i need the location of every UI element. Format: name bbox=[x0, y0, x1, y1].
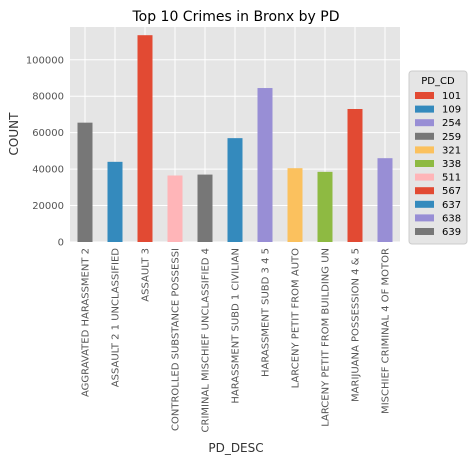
legend-title: PD_CD bbox=[421, 76, 455, 87]
legend-swatch bbox=[415, 160, 434, 167]
bar bbox=[197, 174, 213, 242]
bar bbox=[287, 168, 303, 242]
x-tick-label: ASSAULT 2 1 UNCLASSIFIED bbox=[111, 248, 122, 388]
legend-label: 638 bbox=[442, 213, 461, 224]
x-tick-label: AGGRAVATED HARASSMENT 2 bbox=[81, 248, 92, 397]
legend-label: 637 bbox=[442, 200, 461, 211]
legend-swatch bbox=[415, 228, 434, 235]
legend: PD_CD 101 109 254 259 321 338 511 567 637 638 639 bbox=[408, 70, 468, 245]
y-tick-label: 20000 bbox=[32, 201, 64, 212]
legend-label: 254 bbox=[442, 118, 461, 129]
legend-swatch bbox=[415, 187, 434, 195]
legend-swatch bbox=[415, 92, 434, 99]
bar bbox=[107, 161, 123, 242]
bar bbox=[167, 175, 183, 242]
legend-swatch bbox=[415, 214, 434, 222]
bar bbox=[377, 158, 393, 242]
y-axis-label: COUNT bbox=[7, 112, 21, 156]
chart-title: Top 10 Crimes in Bronx by PD bbox=[131, 9, 339, 25]
x-tick-label: ASSAULT 3 bbox=[141, 248, 152, 302]
x-tick-label: CONTROLLED SUBSTANCE POSSESSI bbox=[171, 248, 182, 431]
x-axis-ticks: AGGRAVATED HARASSMENT 2 ASSAULT 2 1 UNCLA… bbox=[81, 248, 392, 433]
bar bbox=[257, 88, 273, 242]
legend-items: 101 109 254 259 321 338 511 567 637 638 639 bbox=[415, 91, 461, 238]
x-tick-label: LARCENY PETIT FROM AUTO bbox=[291, 248, 302, 389]
legend-box bbox=[408, 70, 468, 245]
legend-swatch bbox=[415, 200, 434, 208]
legend-label: 109 bbox=[442, 105, 461, 116]
bars bbox=[77, 35, 393, 243]
legend-label: 639 bbox=[442, 227, 461, 238]
x-tick-label: MARIJUANA POSSESSION 4 & 5 bbox=[351, 248, 362, 402]
x-tick-label: LARCENY PETIT FROM BUILDING UN bbox=[321, 248, 332, 427]
x-tick-label: MISCHIEF CRIMINAL 4 OF MOTOR bbox=[381, 248, 392, 414]
x-axis-label: PD_DESC bbox=[208, 441, 263, 455]
bar bbox=[227, 138, 243, 242]
legend-label: 338 bbox=[442, 159, 461, 170]
x-tick-label: HARASSMENT SUBD 1 CIVILIAN bbox=[231, 248, 242, 404]
bar bbox=[77, 122, 93, 242]
bar bbox=[347, 108, 363, 243]
legend-label: 101 bbox=[442, 91, 461, 102]
bar bbox=[317, 171, 333, 242]
bar bbox=[137, 35, 153, 242]
y-tick-label: 100000 bbox=[26, 55, 64, 66]
legend-swatch bbox=[415, 105, 434, 113]
legend-label: 511 bbox=[442, 173, 461, 184]
y-tick-label: 0 bbox=[58, 238, 64, 249]
legend-label: 567 bbox=[442, 186, 461, 197]
y-tick-label: 60000 bbox=[32, 128, 64, 139]
legend-label: 259 bbox=[442, 132, 461, 143]
y-tick-label: 80000 bbox=[32, 92, 64, 103]
x-tick-label: CRIMINAL MISCHIEF UNCLASSIFIED 4 bbox=[201, 248, 212, 432]
legend-swatch bbox=[415, 146, 434, 154]
legend-swatch bbox=[415, 173, 434, 181]
legend-label: 321 bbox=[442, 145, 461, 156]
legend-swatch bbox=[415, 132, 434, 140]
x-tick-label: HARASSMENT SUBD 3 4 5 bbox=[261, 248, 272, 377]
y-axis-ticks: 0 20000 40000 60000 80000 100000 bbox=[26, 55, 64, 248]
legend-swatch bbox=[415, 119, 434, 127]
y-tick-label: 40000 bbox=[32, 165, 64, 176]
